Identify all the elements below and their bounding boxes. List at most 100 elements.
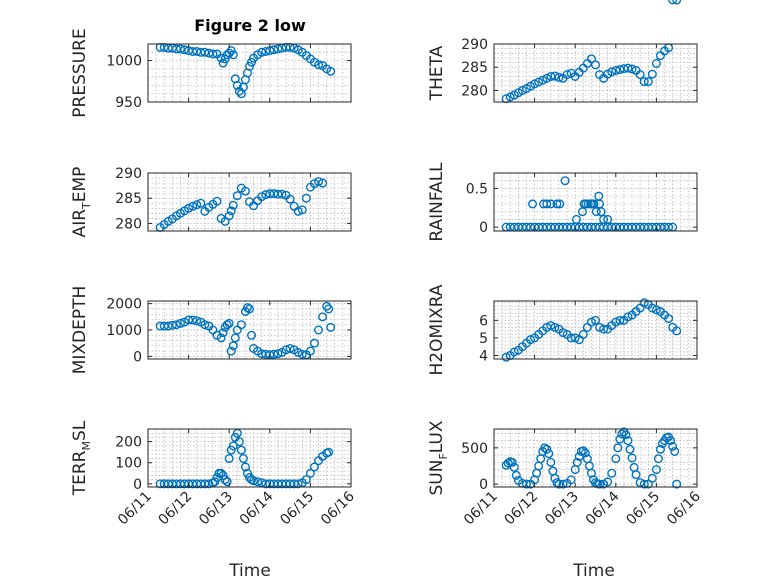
data-point bbox=[228, 50, 238, 60]
data-point bbox=[562, 70, 572, 80]
axes-frame bbox=[147, 428, 352, 488]
data-point bbox=[163, 321, 173, 331]
subplot-h2omixra: 45 6 H2OMIXRA bbox=[427, 284, 698, 376]
data-point bbox=[611, 65, 621, 75]
data-point bbox=[224, 211, 234, 221]
y-tick-label: 200 bbox=[115, 435, 142, 451]
x-tick-label: 06/14 bbox=[583, 488, 623, 528]
data-point bbox=[621, 430, 631, 440]
x-tick-label: 06/16 bbox=[318, 488, 358, 528]
data-point bbox=[228, 200, 238, 210]
data-point bbox=[226, 206, 236, 216]
data-point bbox=[305, 346, 315, 356]
y-tick-label: 280 bbox=[461, 83, 488, 99]
x-tick-label: 06/15 bbox=[277, 489, 317, 529]
x-tick-label: 06/14 bbox=[237, 488, 277, 528]
y-tick-label: 285 bbox=[115, 191, 142, 207]
data-point bbox=[623, 436, 633, 446]
subplot-terr-msl: 0 100 200 06/11 06/12 06/13 06/14 06/15 06/16 TER… bbox=[70, 420, 358, 528]
data-point bbox=[631, 470, 641, 480]
data-point bbox=[204, 479, 214, 489]
data-point bbox=[318, 178, 328, 188]
data-point bbox=[269, 349, 279, 359]
data-point bbox=[596, 207, 606, 217]
data-point bbox=[521, 479, 531, 489]
data-point bbox=[501, 94, 511, 104]
data-point bbox=[672, 326, 682, 336]
data-point bbox=[546, 457, 556, 467]
data-point bbox=[234, 437, 244, 447]
data-point bbox=[318, 312, 328, 322]
data-point bbox=[550, 71, 560, 81]
data-point bbox=[273, 349, 283, 359]
data-point bbox=[639, 298, 649, 308]
y-axis-label: AIRTEMP bbox=[70, 167, 93, 238]
data-point bbox=[238, 454, 248, 464]
data-point bbox=[224, 454, 234, 464]
data-point bbox=[224, 318, 234, 328]
data-point bbox=[599, 324, 609, 334]
data-point bbox=[552, 478, 562, 488]
data-point bbox=[171, 320, 181, 330]
data-point bbox=[672, 0, 682, 5]
data-point bbox=[244, 304, 254, 314]
subplot-mixdepth: 0 1000 2000 MIXDEPTH bbox=[70, 286, 352, 374]
data-point bbox=[222, 477, 232, 487]
data-point bbox=[297, 205, 307, 215]
data-point bbox=[220, 54, 230, 64]
x-tick-label: 06/13 bbox=[542, 489, 582, 529]
data-point bbox=[627, 453, 637, 463]
y-tick-label: 100 bbox=[115, 456, 142, 472]
data-point bbox=[226, 346, 236, 356]
data-point bbox=[257, 47, 267, 57]
data-point bbox=[670, 446, 680, 456]
y-tick-label: 290 bbox=[461, 37, 488, 53]
data-point bbox=[603, 214, 613, 224]
x-axis-label-left: Time bbox=[228, 561, 271, 581]
data-point bbox=[639, 479, 649, 489]
y-tick-label: 6 bbox=[479, 313, 488, 329]
data-point bbox=[530, 79, 540, 89]
y-tick-label: 0.5 bbox=[466, 181, 488, 197]
data-point bbox=[240, 462, 250, 472]
data-point bbox=[228, 441, 238, 451]
data-point bbox=[324, 304, 334, 314]
data-point bbox=[200, 320, 210, 330]
data-point bbox=[639, 77, 649, 87]
data-point bbox=[558, 328, 568, 338]
data-point bbox=[542, 199, 552, 209]
data-point bbox=[216, 333, 226, 343]
axes-frame bbox=[147, 172, 352, 232]
y-tick-label: 1000 bbox=[106, 323, 142, 339]
data-point bbox=[655, 444, 665, 454]
data-point bbox=[175, 318, 185, 328]
data-point bbox=[571, 214, 581, 224]
data-point bbox=[218, 58, 228, 68]
data-point bbox=[505, 92, 515, 102]
y-axis-label: PRESSURE bbox=[70, 28, 90, 117]
data-point bbox=[309, 338, 319, 348]
data-point bbox=[277, 189, 287, 199]
data-point bbox=[196, 198, 206, 208]
data-point bbox=[175, 44, 185, 54]
data-point bbox=[589, 199, 599, 209]
data-point bbox=[647, 303, 657, 313]
x-tick-label: 06/13 bbox=[196, 489, 236, 529]
data-point bbox=[613, 443, 623, 453]
data-point bbox=[216, 468, 226, 478]
data-point bbox=[242, 303, 252, 313]
data-point bbox=[558, 479, 568, 489]
data-point bbox=[242, 468, 252, 478]
subplot-pressure: 950 1000 PRESSURE bbox=[70, 28, 352, 118]
axes-frame bbox=[493, 300, 698, 360]
data-point bbox=[269, 45, 279, 55]
x-axis-label-right: Time bbox=[572, 561, 615, 581]
data-point bbox=[309, 462, 319, 472]
data-point bbox=[611, 317, 621, 327]
data-point bbox=[546, 321, 556, 331]
data-point bbox=[232, 80, 242, 90]
data-point bbox=[672, 479, 682, 489]
y-tick-label: 0 bbox=[479, 477, 488, 493]
